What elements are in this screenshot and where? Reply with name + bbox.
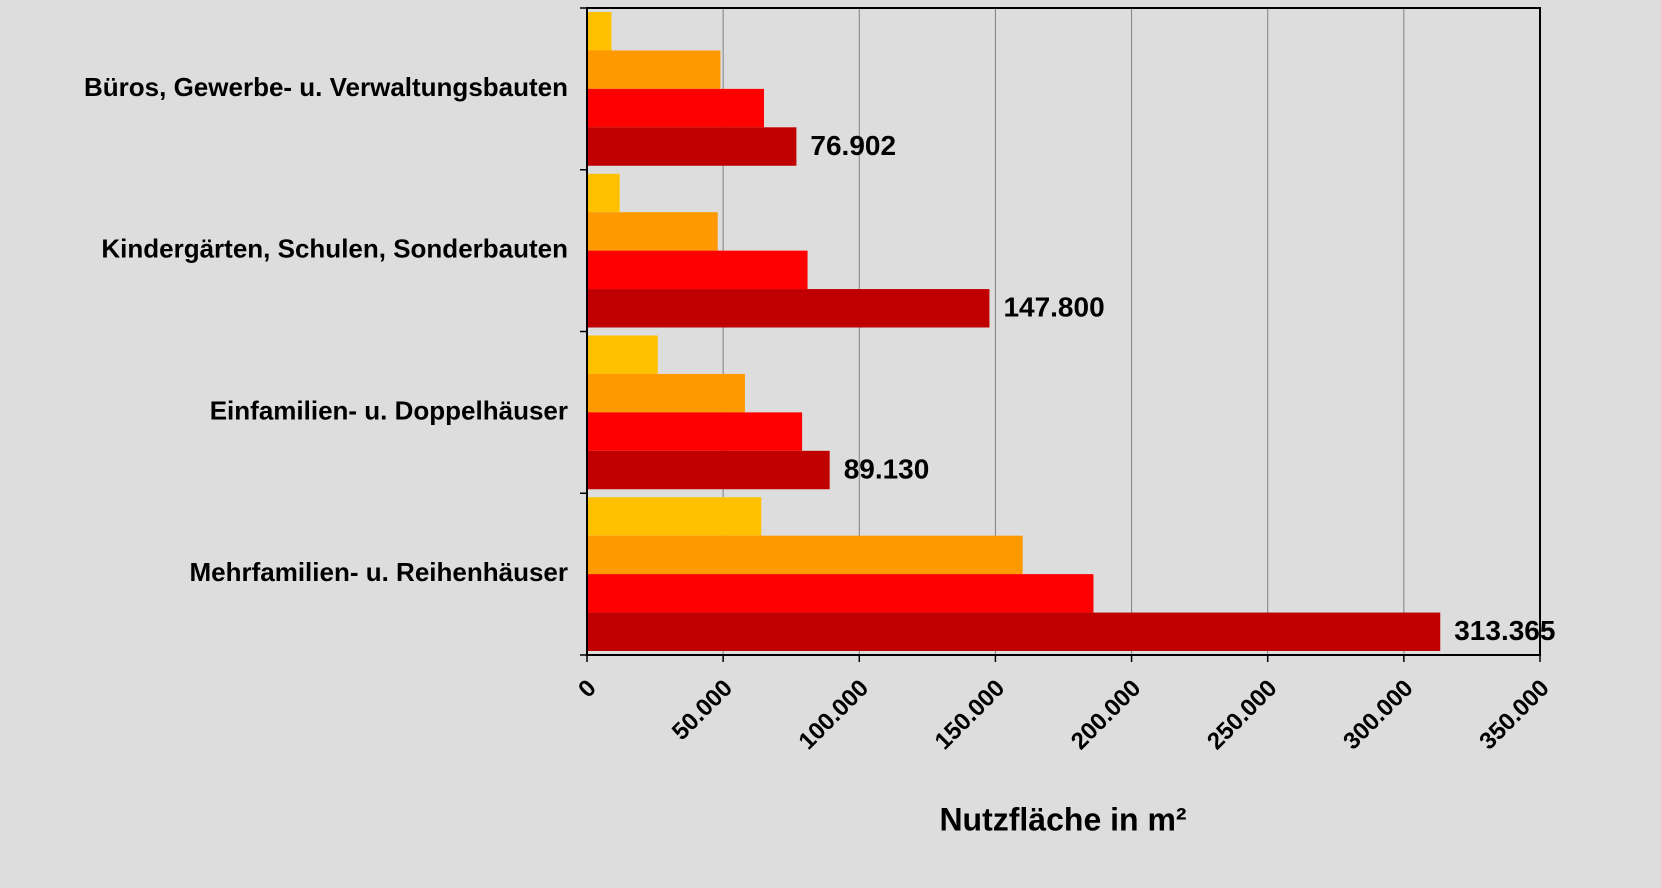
x-axis-title: Nutzfläche in m² — [939, 801, 1186, 837]
bar — [587, 12, 612, 51]
bar — [587, 212, 718, 251]
bar — [587, 450, 830, 490]
bar — [587, 173, 620, 213]
y-tick-label: Büros, Gewerbe- u. Verwaltungsbauten — [84, 72, 568, 102]
plot-border — [586, 7, 1541, 656]
bar — [587, 412, 803, 451]
bar — [587, 612, 1441, 651]
bar — [587, 497, 762, 536]
bar — [587, 127, 797, 166]
y-tick-label: Kindergärten, Schulen, Sonderbauten — [101, 234, 568, 264]
bar — [587, 574, 1094, 613]
bar — [587, 250, 808, 290]
bar — [587, 88, 764, 128]
bar — [587, 373, 745, 413]
value-label: 313.365 — [1454, 615, 1555, 646]
bar — [587, 289, 990, 328]
value-label: 76.902 — [810, 130, 896, 161]
bar — [587, 335, 658, 374]
bar — [587, 535, 1023, 575]
bar — [587, 50, 721, 89]
value-label: 89.130 — [844, 453, 930, 484]
y-tick-label: Mehrfamilien- u. Reihenhäuser — [189, 557, 568, 587]
y-tick-label: Einfamilien- u. Doppelhäuser — [210, 395, 568, 425]
value-label: 147.800 — [1003, 292, 1104, 323]
